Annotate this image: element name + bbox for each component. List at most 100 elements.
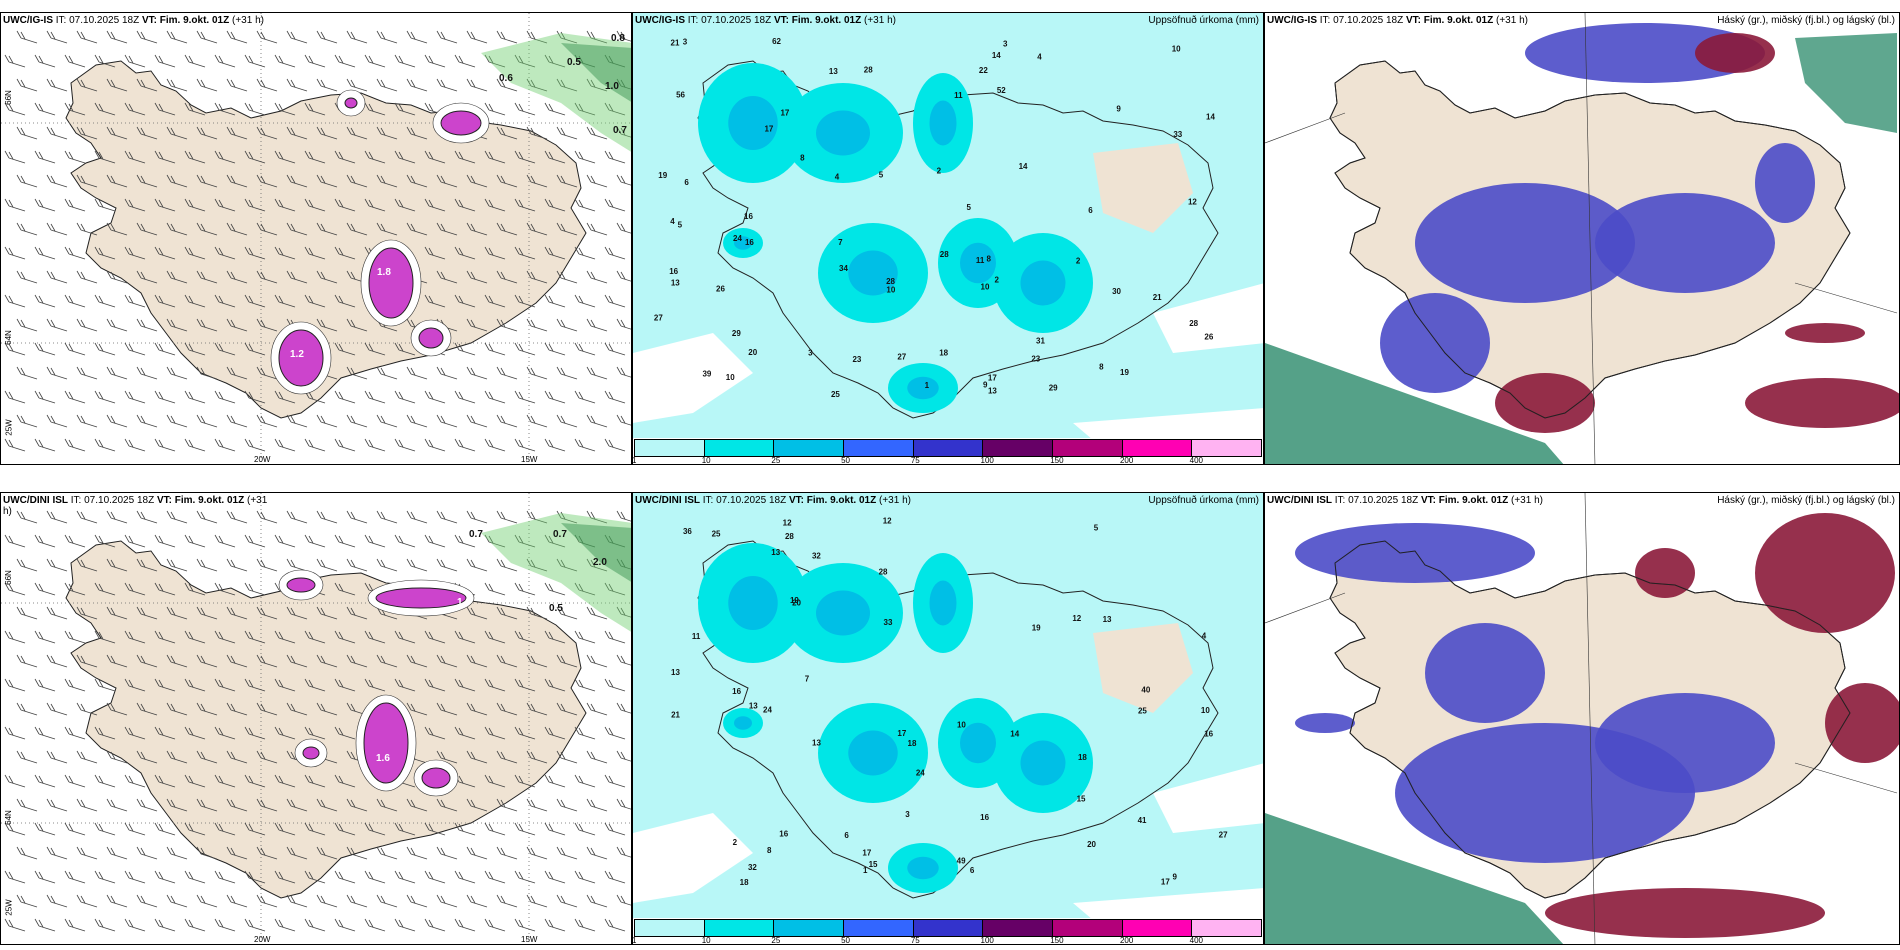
precip-value: 52 bbox=[997, 86, 1006, 95]
precip-value: 12 bbox=[883, 516, 892, 525]
precip-value: 10 bbox=[886, 286, 895, 295]
colorbar-tick: 150 bbox=[1050, 936, 1064, 945]
lat-label-25w: 25W bbox=[4, 419, 14, 436]
precip-value: 17 bbox=[780, 109, 789, 118]
colorbar-tick: 1 bbox=[632, 456, 637, 465]
precip-value: 16 bbox=[745, 238, 754, 247]
colorbar-tick: 75 bbox=[910, 456, 920, 465]
precip-value: 28 bbox=[864, 65, 873, 74]
lon-label-15w: 15W bbox=[521, 455, 538, 464]
precip-value: 14 bbox=[992, 51, 1001, 60]
precip-value: 26 bbox=[1204, 333, 1213, 342]
precip-value: 49 bbox=[957, 857, 966, 866]
panel-field-title: Háský (gr.), miðský (fj.bl.) og lágský (… bbox=[1717, 15, 1895, 26]
precip-value: 17 bbox=[1161, 877, 1170, 886]
precip-value: 20 bbox=[792, 598, 801, 607]
colorbar-tick: 25 bbox=[771, 456, 781, 465]
panel-title: UWC/DINI ISL IT: 07.10.2025 18Z VT: Fim.… bbox=[3, 495, 268, 517]
precip-value: 5 bbox=[678, 221, 683, 230]
contour-label: 0.5 bbox=[549, 603, 563, 614]
lat-label-66n: 66N bbox=[3, 570, 13, 585]
precip-value: 29 bbox=[1049, 384, 1058, 393]
precip-value: 5 bbox=[879, 171, 884, 180]
precip-value: 10 bbox=[981, 283, 990, 292]
precip-value: 18 bbox=[1078, 753, 1087, 762]
lat-label-25w: 25W bbox=[4, 899, 14, 916]
precip-value: 24 bbox=[763, 705, 772, 714]
panel-field-title: Uppsöfnuð úrkoma (mm) bbox=[1148, 15, 1259, 26]
lon-label-15w: 15W bbox=[521, 935, 538, 944]
contour-label: 2.0 bbox=[593, 557, 607, 568]
precip-value: 5 bbox=[966, 203, 971, 212]
colorbar-tick: 50 bbox=[841, 456, 851, 465]
panel-field-title: Uppsöfnuð úrkoma (mm) bbox=[1148, 495, 1259, 506]
precip-value: 12 bbox=[1072, 614, 1081, 623]
contour-label: 1.0 bbox=[605, 81, 619, 92]
precip-value: 6 bbox=[970, 866, 975, 875]
precip-value: 24 bbox=[733, 234, 742, 243]
colorbar-tick: 1 bbox=[632, 936, 637, 945]
contour-label: 1.9 bbox=[457, 597, 471, 608]
precip-value: 10 bbox=[726, 373, 735, 382]
precip-value: 23 bbox=[852, 355, 861, 364]
precip-value: 13 bbox=[671, 668, 680, 677]
contour-label: 1.8 bbox=[377, 267, 391, 278]
colorbar-tick: 10 bbox=[701, 936, 711, 945]
precip-value: 33 bbox=[1173, 130, 1182, 139]
precip-value: 16 bbox=[669, 267, 678, 276]
precip-value: 4 bbox=[670, 217, 675, 226]
precip-value: 13 bbox=[749, 702, 758, 711]
precip-value: 8 bbox=[767, 846, 772, 855]
precip-value: 28 bbox=[886, 277, 895, 286]
precip-value: 16 bbox=[1204, 729, 1213, 738]
contour-label: 0.7 bbox=[553, 529, 567, 540]
colorbar: 1 10 25 50 75 100 150 200 400 bbox=[633, 918, 1263, 944]
cloud-map bbox=[1265, 493, 1899, 944]
precip-value: 5 bbox=[1094, 524, 1099, 533]
precip-value: 16 bbox=[980, 813, 989, 822]
panel-clouds-igis: UWC/IG-IS IT: 07.10.2025 18Z VT: Fim. 9.… bbox=[1264, 12, 1900, 465]
precip-value: 2 bbox=[1076, 256, 1081, 265]
precip-value: 29 bbox=[732, 329, 741, 338]
precip-value: 4 bbox=[835, 172, 840, 181]
precip-map: 8671011161819131312516171327212836322419… bbox=[633, 493, 1263, 920]
precip-value: 2 bbox=[733, 838, 738, 847]
precip-value: 11 bbox=[954, 91, 963, 100]
precip-value: 21 bbox=[671, 38, 680, 47]
colorbar-tick: 50 bbox=[841, 936, 851, 945]
precip-value: 17 bbox=[988, 373, 997, 382]
lon-label-20w: 20W bbox=[254, 935, 271, 944]
precip-value: 4 bbox=[1202, 632, 1207, 641]
precip-value: 32 bbox=[748, 863, 757, 872]
colorbar-swatches bbox=[634, 919, 1262, 937]
precip-value: 20 bbox=[748, 348, 757, 357]
precip-value: 3 bbox=[683, 37, 688, 46]
lat-label-64n: 64N bbox=[3, 810, 13, 825]
colorbar-ticks: 1 10 25 50 75 100 150 200 400 bbox=[632, 936, 1262, 945]
precip-value: 1 bbox=[925, 381, 930, 390]
precip-value: 12 bbox=[1188, 198, 1197, 207]
contour-label: 0.5 bbox=[567, 57, 581, 68]
precip-value: 8 bbox=[800, 154, 805, 163]
precip-value: 6 bbox=[1088, 206, 1093, 215]
panel-title: UWC/DINI ISL IT: 07.10.2025 18Z VT: Fim.… bbox=[635, 495, 911, 506]
precip-value: 13 bbox=[829, 67, 838, 76]
precip-value: 34 bbox=[839, 264, 848, 273]
precip-value: 14 bbox=[1010, 730, 1019, 739]
colorbar-swatches bbox=[634, 439, 1262, 457]
precip-value: 3 bbox=[808, 348, 813, 357]
precip-value: 62 bbox=[772, 37, 781, 46]
precip-value: 13 bbox=[988, 387, 997, 396]
colorbar-tick: 400 bbox=[1189, 936, 1204, 945]
precip-value: 2 bbox=[937, 166, 942, 175]
precip-value: 32 bbox=[812, 552, 821, 561]
colorbar-tick: 150 bbox=[1050, 456, 1064, 465]
precip-value: 16 bbox=[779, 829, 788, 838]
precip-value: 15 bbox=[1077, 795, 1086, 804]
precip-value: 8 bbox=[1099, 362, 1104, 371]
lat-label-66n: 66N bbox=[3, 90, 13, 105]
precip-value: 12 bbox=[783, 519, 792, 528]
precip-value: 22 bbox=[979, 66, 988, 75]
precip-value: 28 bbox=[879, 567, 888, 576]
precip-value: 17 bbox=[897, 729, 906, 738]
